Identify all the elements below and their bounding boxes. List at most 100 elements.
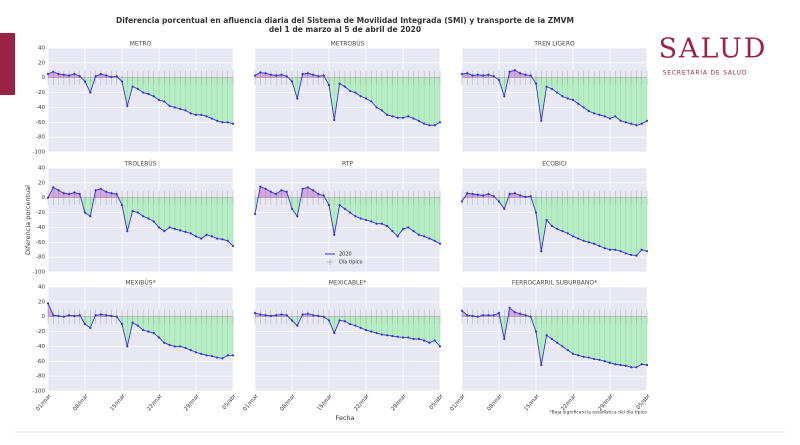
x-tick-label: 15/mar [316, 393, 334, 413]
point [168, 104, 171, 108]
x-axis-label: Fecha [335, 414, 354, 422]
point [354, 215, 357, 218]
point [624, 252, 627, 255]
point [221, 238, 224, 241]
point [513, 311, 516, 314]
point [46, 72, 50, 76]
point [136, 211, 139, 214]
panel-title: RTP [342, 161, 353, 168]
positive-area [255, 186, 440, 198]
point [640, 363, 643, 366]
point [327, 319, 331, 322]
point [83, 211, 87, 214]
x-tick-label: 01/mar [242, 393, 260, 413]
point [338, 204, 341, 207]
point [306, 312, 309, 315]
y-tick-label: -20 [36, 210, 45, 216]
point [428, 237, 431, 240]
point [545, 218, 548, 222]
point [640, 122, 643, 125]
point [635, 124, 638, 127]
point [503, 207, 506, 210]
y-tick-label: 20 [38, 299, 45, 305]
point [280, 313, 283, 316]
point [513, 192, 516, 195]
point [407, 336, 410, 339]
point [327, 84, 331, 87]
point [94, 314, 97, 317]
point [396, 335, 399, 338]
point [593, 242, 596, 245]
point [216, 237, 219, 240]
y-tick-label: 40 [38, 285, 45, 291]
point [105, 74, 108, 77]
point [417, 233, 420, 236]
point [89, 91, 92, 94]
point [466, 314, 469, 317]
negative-area [288, 316, 440, 347]
x-tick-label: 22/mar [146, 393, 164, 413]
point [126, 345, 129, 348]
point [561, 95, 564, 98]
point [571, 98, 575, 102]
point [471, 192, 474, 196]
point [349, 323, 352, 326]
point [529, 74, 532, 77]
y-tick-label: -40 [36, 105, 45, 111]
point [163, 341, 166, 344]
point [513, 69, 516, 72]
point [423, 235, 426, 238]
point [417, 337, 420, 341]
x-tick-label: 05/abr [222, 393, 239, 411]
point [312, 73, 315, 76]
plot-area [255, 287, 440, 391]
point [126, 230, 129, 233]
x-tick-label: 29/mar [183, 393, 201, 413]
point [157, 98, 161, 102]
point [216, 356, 219, 359]
point [216, 119, 219, 122]
point [226, 239, 229, 242]
negative-area [462, 77, 647, 126]
x-tick-label: 08/mar [279, 393, 297, 413]
point [375, 331, 378, 335]
point [460, 72, 464, 76]
point [380, 222, 383, 225]
point [131, 85, 134, 88]
point [476, 73, 479, 76]
point [519, 72, 522, 75]
point [99, 72, 102, 76]
point [131, 209, 134, 213]
point [482, 194, 485, 197]
point [73, 191, 76, 194]
panel-title: MEXICABLE* [329, 280, 366, 287]
point [333, 233, 336, 236]
point [423, 339, 426, 342]
point [401, 227, 405, 231]
point [438, 242, 442, 245]
point [370, 100, 373, 103]
y-tick-label: 0 [42, 314, 46, 320]
point [78, 192, 81, 196]
point [396, 116, 399, 119]
point [275, 314, 278, 317]
point [343, 85, 346, 88]
point [582, 239, 585, 242]
point [519, 194, 522, 197]
point [163, 100, 166, 103]
point [110, 192, 113, 195]
y-tick-label: -100 [33, 150, 46, 156]
point [163, 230, 166, 233]
point [184, 230, 187, 233]
point [317, 192, 320, 196]
point [131, 321, 134, 324]
legend-label: 2020 [339, 252, 352, 258]
panel-title: METRO [130, 41, 152, 48]
point [62, 73, 65, 76]
point [280, 73, 283, 76]
point [221, 357, 224, 360]
point [492, 195, 495, 198]
point [57, 189, 60, 192]
y-tick-label: -40 [36, 225, 45, 231]
point [275, 74, 278, 77]
